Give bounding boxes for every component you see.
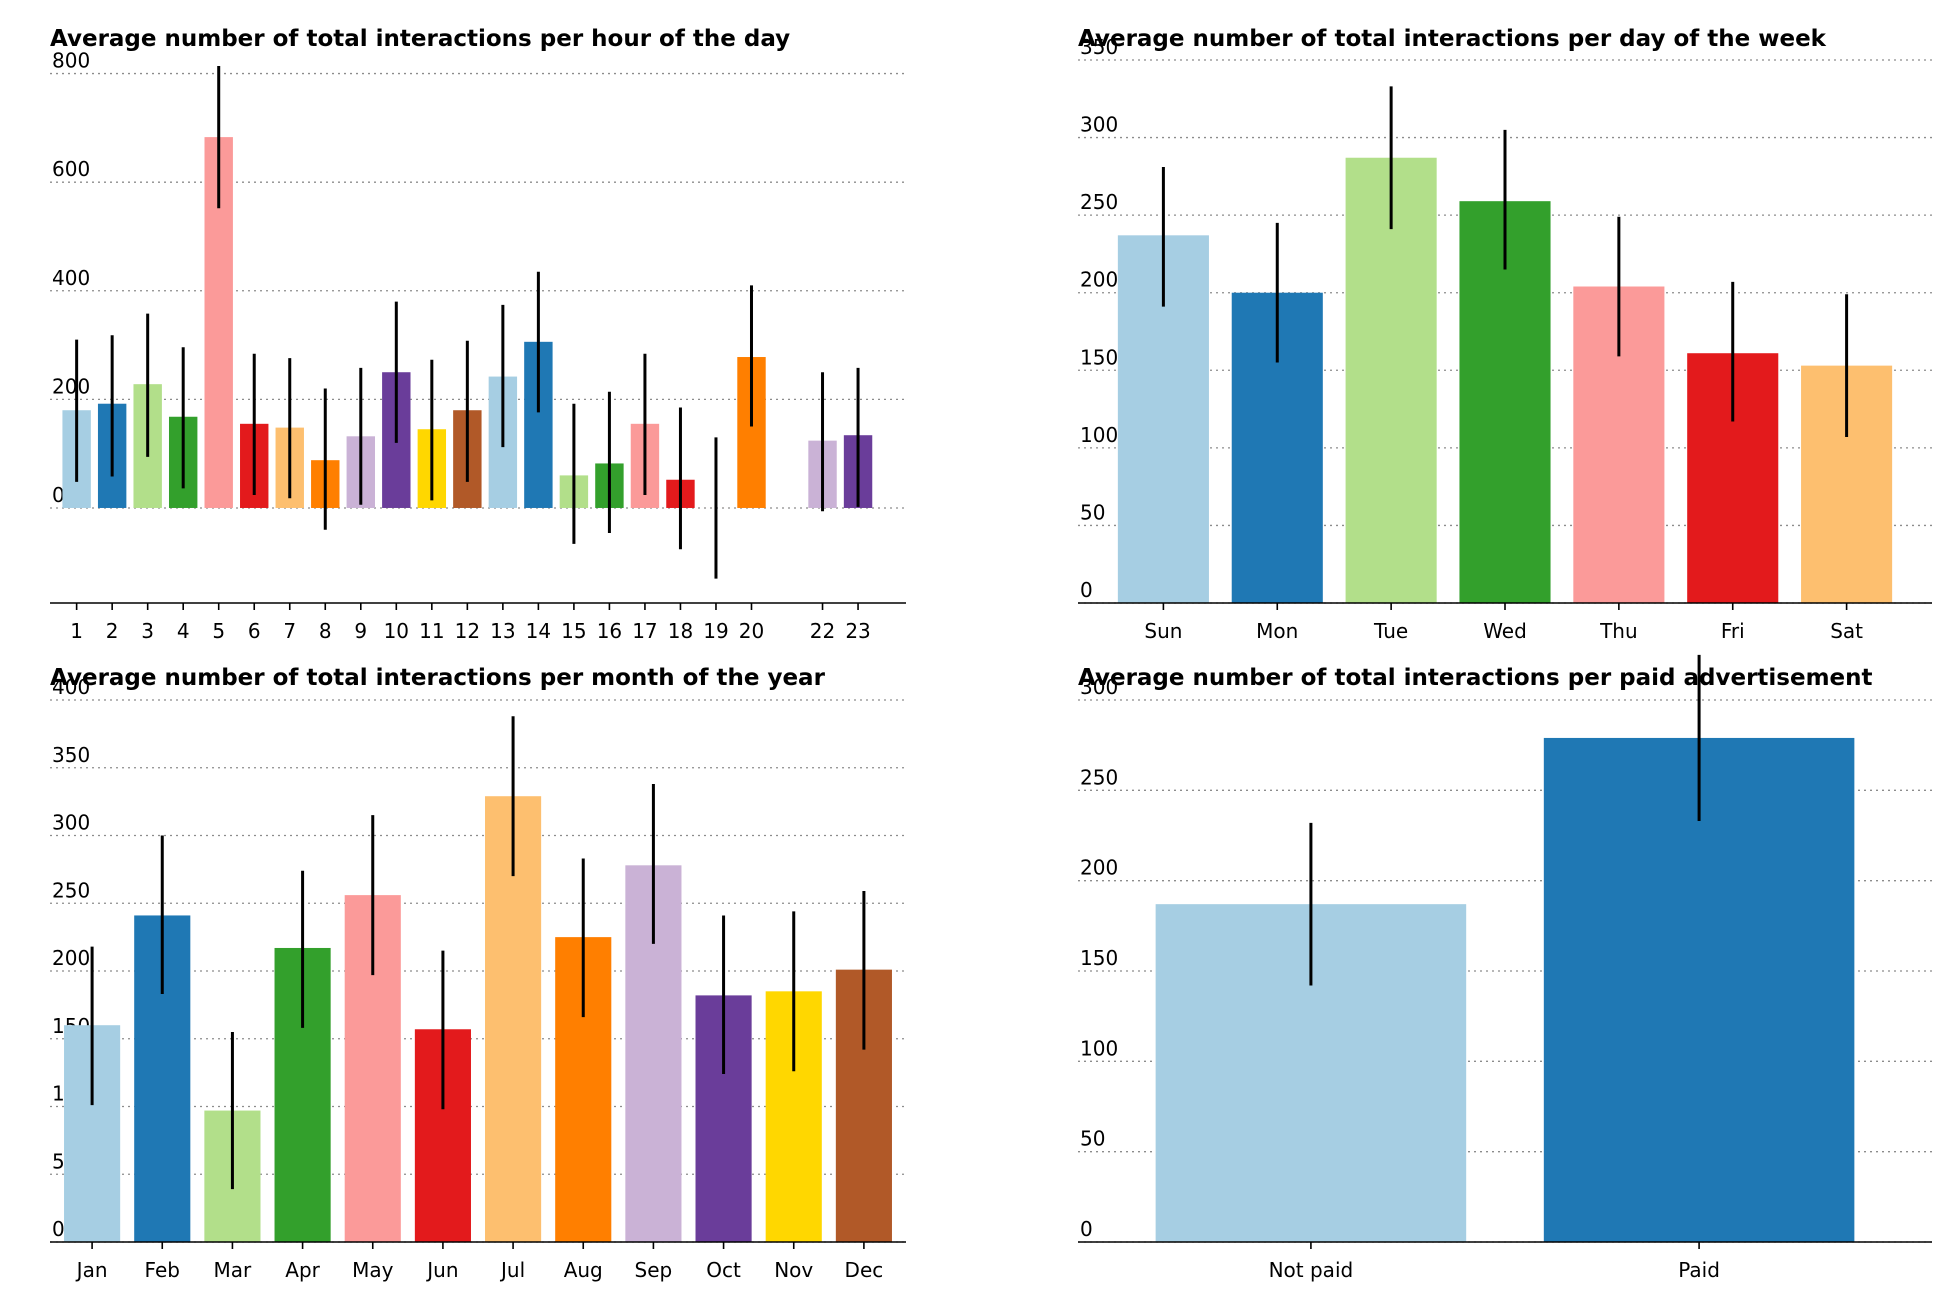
- y-tick-label: 300: [1080, 113, 1118, 137]
- chart-month: Average number of total interactions per…: [50, 665, 906, 1282]
- x-tick-label: 13: [490, 619, 515, 643]
- y-tick-label: 350: [52, 743, 90, 767]
- x-tick-label: 15: [561, 619, 586, 643]
- y-tick-label: 250: [1080, 190, 1118, 214]
- y-tick-label: 200: [52, 374, 90, 398]
- x-tick-label: 3: [141, 619, 154, 643]
- x-tick-label: 20: [739, 619, 764, 643]
- x-tick-label: Mar: [214, 1258, 253, 1282]
- x-tick-label: 2: [106, 619, 119, 643]
- x-tick-label: Wed: [1483, 619, 1527, 643]
- x-tick-label: 17: [632, 619, 657, 643]
- x-tick-label: 6: [248, 619, 261, 643]
- y-tick-label: 200: [1080, 856, 1118, 880]
- y-tick-label: 100: [1080, 423, 1118, 447]
- x-tick-label: 22: [810, 619, 835, 643]
- x-tick-label: Sun: [1144, 619, 1182, 643]
- y-tick-label: 50: [1080, 1127, 1105, 1151]
- y-tick-label: 400: [52, 266, 90, 290]
- x-tick-label: 16: [597, 619, 622, 643]
- x-tick-label: 18: [668, 619, 693, 643]
- x-tick-label: Not paid: [1269, 1258, 1354, 1282]
- chart-title: Average number of total interactions per…: [50, 665, 826, 691]
- x-tick-label: Apr: [285, 1258, 320, 1282]
- x-tick-label: Paid: [1678, 1258, 1720, 1282]
- y-tick-label: 200: [1080, 268, 1118, 292]
- x-tick-label: 14: [526, 619, 551, 643]
- y-tick-label: 0: [52, 483, 65, 507]
- chart-title: Average number of total interactions per…: [50, 26, 790, 52]
- x-tick-label: 9: [354, 619, 367, 643]
- x-tick-label: Thu: [1599, 619, 1638, 643]
- x-tick-label: 10: [384, 619, 409, 643]
- x-tick-label: 19: [703, 619, 728, 643]
- x-tick-label: Oct: [706, 1258, 741, 1282]
- x-tick-label: 23: [845, 619, 870, 643]
- y-tick-label: 0: [1080, 578, 1093, 602]
- x-tick-label: 8: [319, 619, 332, 643]
- y-tick-label: 0: [52, 1217, 65, 1241]
- chart-hour: Average number of total interactions per…: [50, 26, 906, 643]
- x-tick-label: Jul: [499, 1258, 525, 1282]
- chart-paid: Average number of total interactions per…: [1078, 654, 1932, 1282]
- y-tick-label: 0: [1080, 1217, 1093, 1241]
- y-tick-label: 200: [52, 946, 90, 970]
- y-tick-label: 100: [1080, 1036, 1118, 1060]
- x-tick-label: 5: [212, 619, 225, 643]
- chart-weekday: Average number of total interactions per…: [1078, 26, 1932, 643]
- x-tick-label: 11: [419, 619, 444, 643]
- y-tick-label: 250: [1080, 765, 1118, 789]
- x-tick-label: Mon: [1256, 619, 1298, 643]
- x-tick-label: Aug: [564, 1258, 603, 1282]
- x-tick-label: May: [352, 1258, 394, 1282]
- y-tick-label: 600: [52, 157, 90, 181]
- x-tick-label: Tue: [1373, 619, 1408, 643]
- x-tick-label: 12: [455, 619, 480, 643]
- bar-paid: [1543, 737, 1855, 1242]
- y-tick-label: 150: [1080, 946, 1118, 970]
- y-tick-label: 350: [1080, 35, 1118, 59]
- x-tick-label: 7: [283, 619, 296, 643]
- x-tick-label: Jan: [75, 1258, 108, 1282]
- x-tick-label: Feb: [145, 1258, 180, 1282]
- chart-title: Average number of total interactions per…: [1078, 665, 1873, 691]
- x-tick-label: Dec: [845, 1258, 884, 1282]
- y-tick-label: 300: [52, 811, 90, 835]
- chart-title: Average number of total interactions per…: [1078, 26, 1827, 52]
- y-tick-label: 250: [52, 878, 90, 902]
- x-tick-label: Sat: [1830, 619, 1863, 643]
- x-tick-label: Jun: [425, 1258, 458, 1282]
- bar-tue: [1345, 157, 1437, 604]
- x-tick-label: Fri: [1721, 619, 1745, 643]
- y-tick-label: 150: [1080, 345, 1118, 369]
- x-tick-label: 4: [177, 619, 190, 643]
- x-tick-label: Sep: [635, 1258, 673, 1282]
- y-tick-label: 300: [1080, 675, 1118, 699]
- y-tick-label: 50: [1080, 500, 1105, 524]
- x-tick-label: 1: [70, 619, 83, 643]
- x-tick-label: Nov: [774, 1258, 813, 1282]
- y-tick-label: 400: [52, 675, 90, 699]
- y-tick-label: 800: [52, 49, 90, 73]
